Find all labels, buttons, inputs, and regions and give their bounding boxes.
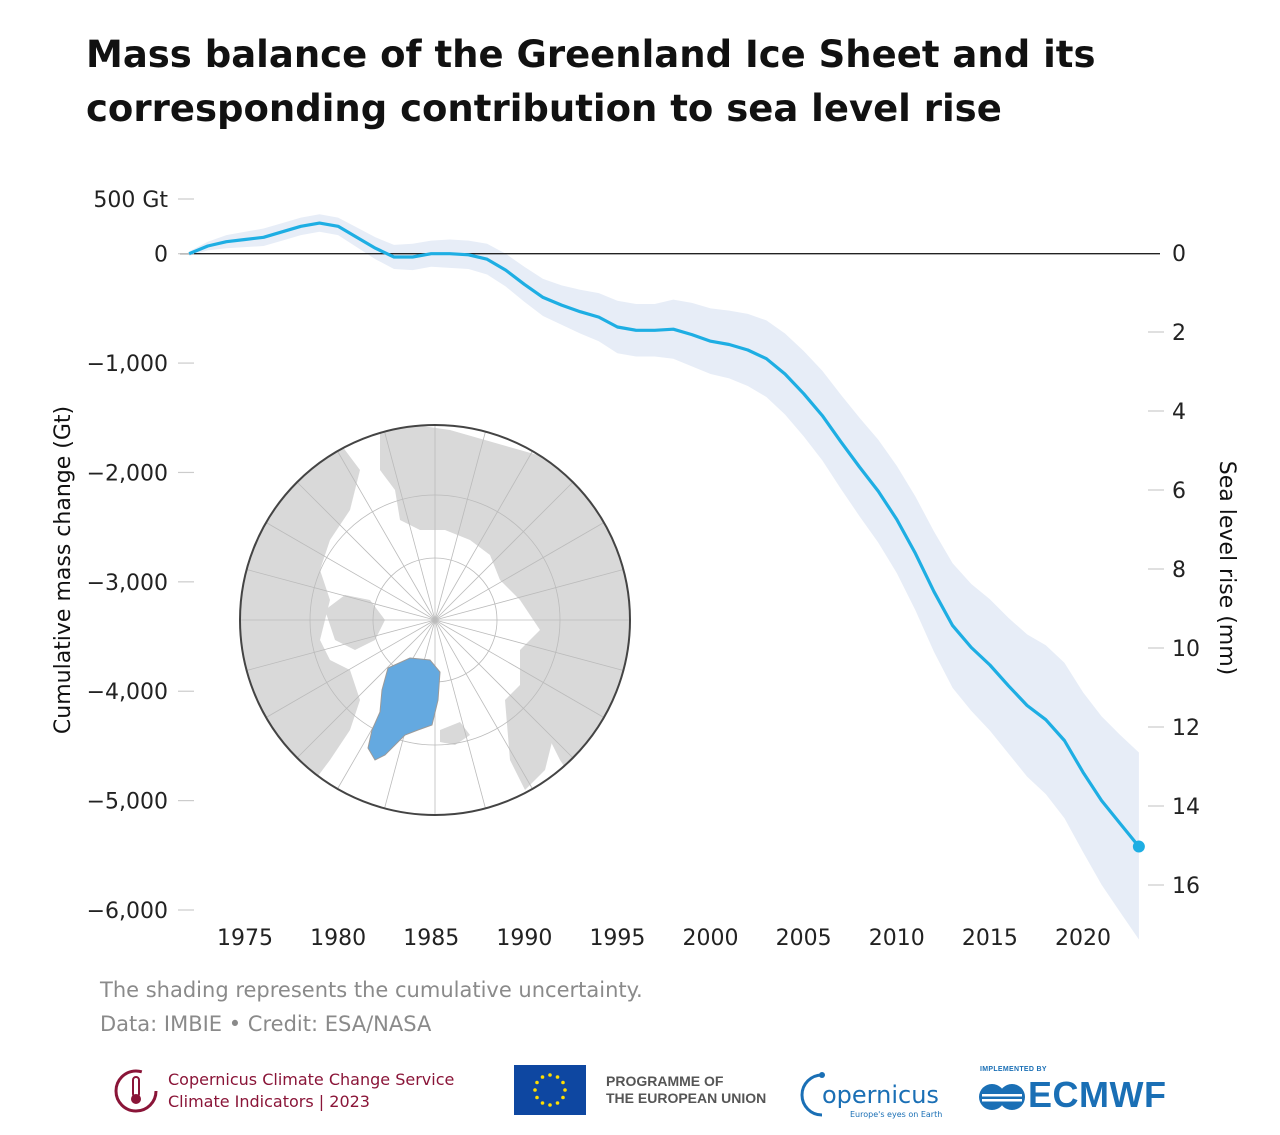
footer-logos: Copernicus Climate Change Service Climat… bbox=[0, 1055, 1280, 1135]
meridian bbox=[265, 522, 436, 621]
meridian bbox=[434, 619, 605, 718]
x-tick-label: 1985 bbox=[403, 926, 459, 951]
eu-star bbox=[540, 1101, 545, 1105]
land-canadian-islands bbox=[325, 595, 385, 650]
y-tick-label: −6,000 bbox=[87, 899, 168, 924]
arctic-map bbox=[239, 424, 631, 816]
chart-title: Mass balance of the Greenland Ice Sheet … bbox=[86, 28, 1236, 136]
c3s-thermometer-icon bbox=[114, 1069, 158, 1113]
y2-tick-label: 14 bbox=[1172, 795, 1200, 820]
uncertainty-band bbox=[189, 214, 1139, 940]
eu-programme-text: PROGRAMME OF THE EUROPEAN UNION bbox=[606, 1073, 766, 1107]
y-tick-label: −5,000 bbox=[87, 790, 168, 815]
copernicus-wordmark: opernicus bbox=[822, 1081, 939, 1109]
meridian bbox=[246, 569, 436, 621]
meridian bbox=[246, 619, 436, 671]
title-line-1: Mass balance of the Greenland Ice Sheet … bbox=[86, 33, 1096, 76]
land-eurasia bbox=[380, 425, 630, 815]
y-axis-label: Cumulative mass change (Gt) bbox=[51, 406, 76, 734]
implemented-by: IMPLEMENTED BY bbox=[980, 1066, 1047, 1073]
meridian bbox=[434, 450, 533, 621]
x-tick-label: 1980 bbox=[310, 926, 366, 951]
x-tick-label: 2000 bbox=[683, 926, 739, 951]
ecmwf-wordmark: ECMWF bbox=[1028, 1074, 1167, 1115]
eu-star bbox=[561, 1095, 565, 1100]
title-line-2: corresponding contribution to sea level … bbox=[86, 87, 1002, 130]
y2-tick-label: 2 bbox=[1172, 321, 1186, 346]
copernicus-tagline: Europe's eyes on Earth bbox=[850, 1110, 942, 1119]
eu-star bbox=[555, 1075, 560, 1079]
c3s-text: Copernicus Climate Change Service Climat… bbox=[168, 1069, 454, 1113]
y-tick-label: −4,000 bbox=[87, 680, 168, 705]
endpoint-marker bbox=[1132, 840, 1145, 853]
meridian bbox=[296, 481, 436, 621]
y2-tick-label: 8 bbox=[1172, 558, 1186, 583]
c3s-line-1: Copernicus Climate Change Service bbox=[168, 1070, 455, 1089]
ecmwf-symbol-icon bbox=[979, 1084, 1025, 1110]
eu-star bbox=[535, 1080, 539, 1085]
meridian bbox=[434, 619, 624, 671]
eu-star bbox=[563, 1088, 567, 1092]
meridian bbox=[434, 619, 486, 809]
eu-line-2: THE EUROPEAN UNION bbox=[606, 1090, 767, 1106]
x-tick-label: 2020 bbox=[1055, 926, 1111, 951]
land-iceland bbox=[440, 722, 470, 745]
map-graticule bbox=[240, 425, 630, 815]
meridian bbox=[434, 481, 574, 621]
y2-tick-label: 16 bbox=[1172, 874, 1200, 899]
eu-star bbox=[540, 1075, 545, 1079]
y-tick-label: −2,000 bbox=[87, 461, 168, 486]
y2-tick-label: 4 bbox=[1172, 400, 1186, 425]
x-tick-label: 1995 bbox=[589, 926, 645, 951]
meridian bbox=[384, 431, 436, 621]
y2-axis-label: Sea level rise (mm) bbox=[1214, 461, 1239, 675]
x-tick-label: 1975 bbox=[217, 926, 273, 951]
eu-star bbox=[548, 1103, 552, 1107]
y-tick-label: 0 bbox=[154, 243, 168, 268]
meridian bbox=[337, 450, 436, 621]
meridian bbox=[296, 619, 436, 759]
x-tick-label: 1990 bbox=[496, 926, 552, 951]
note-credit: Data: IMBIE • Credit: ESA/NASA bbox=[100, 1012, 432, 1036]
greenland bbox=[367, 657, 441, 761]
y2-tick-label: 0 bbox=[1172, 242, 1186, 267]
c3s-line-2: Climate Indicators | 2023 bbox=[168, 1092, 370, 1111]
eu-flag-icon bbox=[514, 1065, 586, 1115]
eu-star bbox=[535, 1095, 539, 1100]
meridian bbox=[434, 569, 624, 621]
chart-area: 500 Gt 0 −1,000 −2,000 −3,000 −4,000 −5,000 −6,… bbox=[51, 188, 1239, 951]
eu-star bbox=[533, 1088, 537, 1092]
meridian bbox=[434, 431, 486, 621]
y2-tick-label: 6 bbox=[1172, 479, 1186, 504]
y2-tick-label: 12 bbox=[1172, 716, 1200, 741]
parallel bbox=[309, 494, 561, 746]
meridian bbox=[434, 619, 574, 759]
eu-star bbox=[548, 1073, 552, 1077]
eu-star bbox=[555, 1101, 560, 1105]
x-tick-label: 2010 bbox=[869, 926, 925, 951]
mass-change-line bbox=[188, 221, 1141, 848]
eu-line-1: PROGRAMME OF bbox=[606, 1073, 724, 1089]
y-tick-label: 500 Gt bbox=[93, 188, 168, 213]
y-tick-label: −3,000 bbox=[87, 571, 168, 596]
note-shading: The shading represents the cumulative un… bbox=[100, 978, 643, 1002]
map-border bbox=[239, 424, 631, 816]
meridian bbox=[265, 619, 436, 718]
meridian bbox=[434, 619, 533, 790]
meridian bbox=[434, 522, 605, 621]
copernicus-logo: opernicus Europe's eyes on Earth bbox=[800, 1072, 942, 1119]
eu-star bbox=[561, 1080, 565, 1085]
x-tick-label: 2005 bbox=[776, 926, 832, 951]
y-tick-label: −1,000 bbox=[87, 352, 168, 377]
x-tick-label: 2015 bbox=[962, 926, 1018, 951]
y2-tick-label: 10 bbox=[1172, 637, 1200, 662]
